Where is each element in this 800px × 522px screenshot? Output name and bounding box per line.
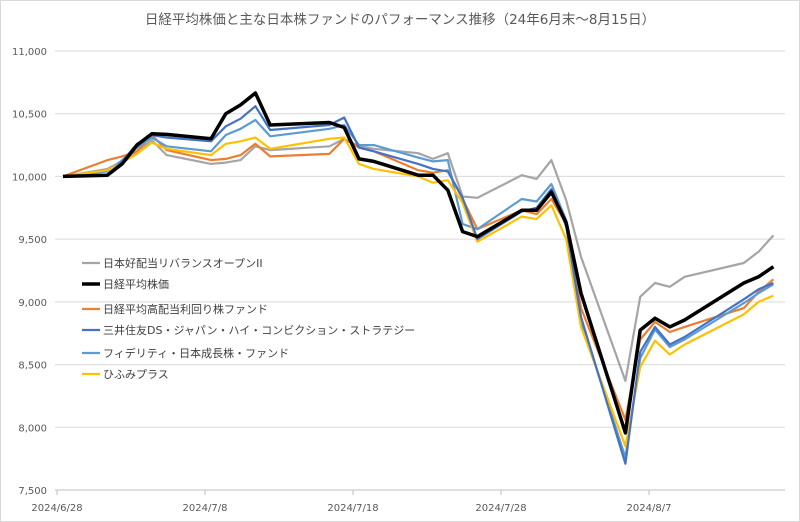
x-tick-label: 2024/6/28 [31,503,82,514]
legend-label: フィデリティ・日本成長株・ファンド [103,346,289,360]
y-tick-label: 8,500 [18,361,47,372]
y-tick-label: 9,000 [18,298,47,309]
y-tick-label: 10,000 [12,172,47,183]
series-line [62,105,774,465]
chart-title: 日経平均株価と主な日本株ファンドのパフォーマンス推移（24年6月末～8月15日） [145,12,655,28]
legend-label: ひふみプラス [103,368,169,381]
x-tick-label: 2024/7/8 [183,503,228,514]
series-line [62,137,775,382]
series-line [62,118,774,459]
legend-label: 日経平均高配当利回り株ファンド [103,302,268,316]
series-line [62,91,775,435]
legend-label: 三井住友DS・ジャパン・ハイ・コンビクション・ストラテジー [103,323,415,337]
y-tick-label: 9,500 [18,235,47,246]
x-tick-label: 2024/8/7 [627,503,672,514]
x-tick-label: 2024/7/18 [327,503,378,514]
legend-label: 日本好配当リバランスオープンII [103,256,263,270]
y-tick-label: 10,500 [12,110,47,121]
series-line [62,133,775,421]
series-line [62,136,774,448]
legend-label: 日経平均株価 [103,277,169,291]
y-tick-label: 8,000 [18,423,47,434]
x-tick-label: 2024/7/28 [475,503,526,514]
y-tick-label: 11,000 [12,47,47,58]
y-tick-label: 7,500 [18,486,47,497]
